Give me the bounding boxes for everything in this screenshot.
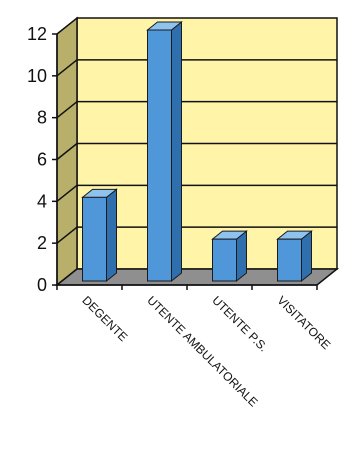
bar	[147, 29, 172, 282]
gridline-side	[56, 226, 78, 244]
x-category-label: VISITATORE	[274, 293, 333, 352]
y-tick-label: 4	[37, 191, 47, 211]
bar	[82, 196, 107, 282]
x-category-label: UTENTE P.S.	[209, 293, 270, 354]
gridline-side	[56, 184, 78, 202]
y-tick-label: 0	[37, 275, 47, 295]
x-category-label: DEGENTE	[79, 293, 130, 344]
y-tick-label: 8	[37, 108, 47, 128]
bar-side	[106, 188, 117, 283]
y-tick-label: 2	[37, 233, 47, 253]
gridline-side	[56, 142, 78, 161]
x-category-label: UTENTE AMBULATORIALE	[144, 293, 260, 409]
y-tick-label: 10	[27, 66, 47, 86]
gridline-side	[56, 59, 78, 77]
bars	[81, 20, 313, 283]
bar-side	[171, 20, 182, 283]
gridlines	[56, 59, 337, 244]
bar	[212, 238, 237, 282]
gridline-side	[56, 101, 78, 119]
y-axis: 0 2 4 6 8 10 12	[27, 24, 318, 295]
y-tick-label: 6	[37, 150, 47, 170]
bar-side	[236, 230, 247, 283]
bar	[277, 238, 302, 282]
y-tick-label: 12	[27, 24, 47, 44]
bar-side	[301, 230, 312, 283]
